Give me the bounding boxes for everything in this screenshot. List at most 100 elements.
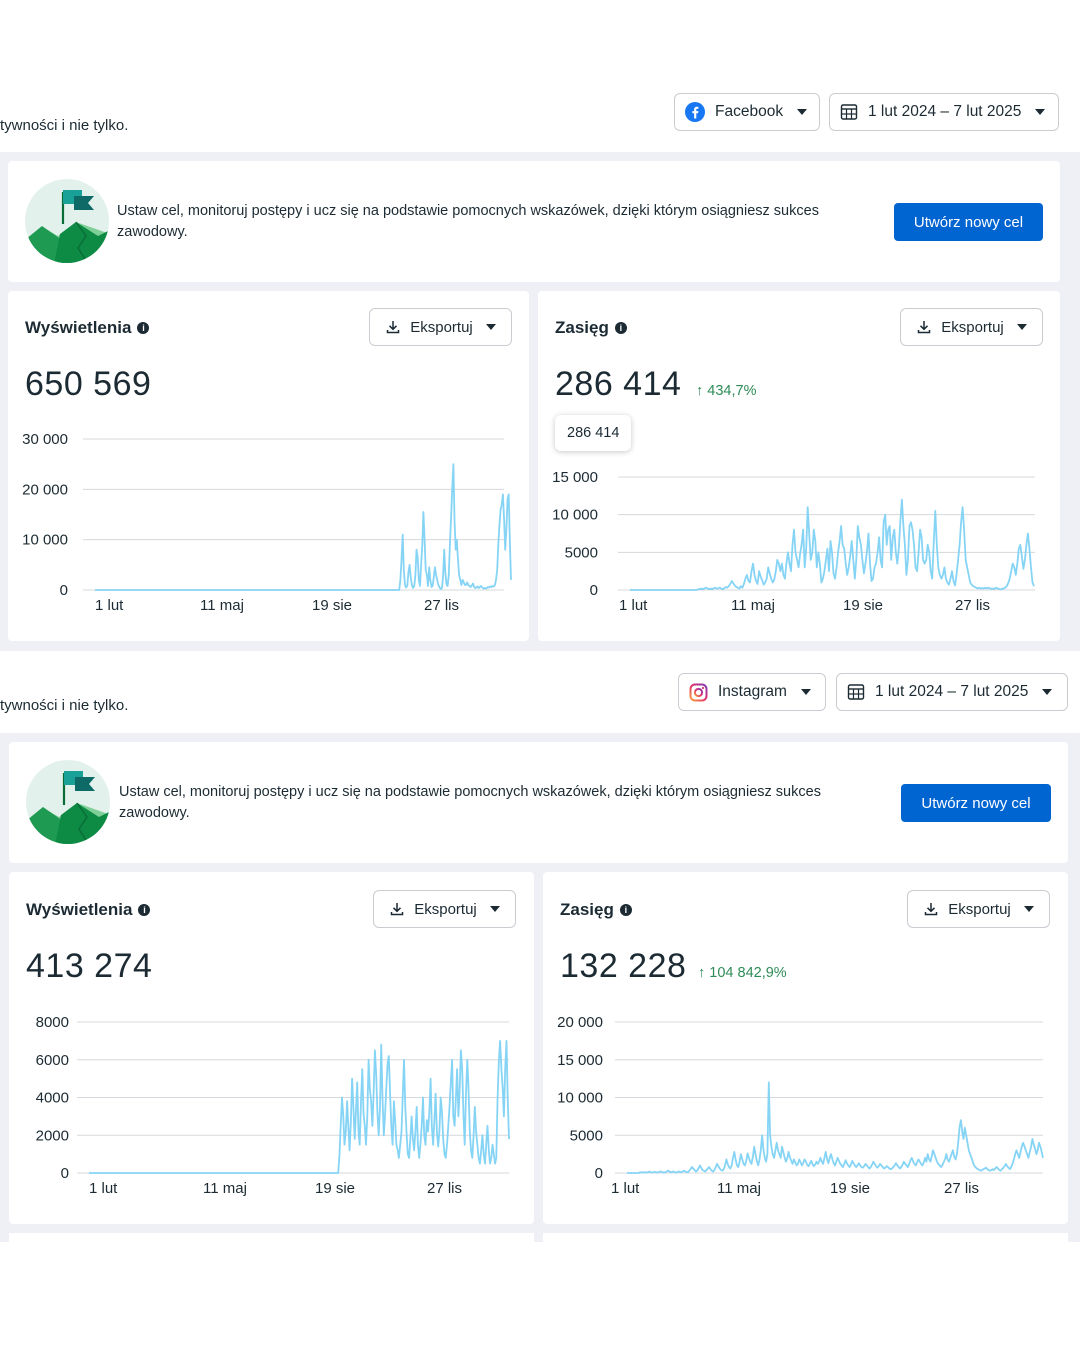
x-tick-label: 11 maj (200, 597, 244, 614)
chevron-down-icon (489, 906, 500, 912)
x-tick-label: 27 lis (424, 597, 459, 614)
calendar-icon (847, 684, 865, 700)
series-line (627, 1081, 1044, 1174)
x-tick-label: 11 maj (203, 1180, 247, 1197)
export-label: Eksportuj (410, 318, 473, 336)
download-icon (924, 903, 938, 916)
y-tick-label: 15 000 (557, 1052, 603, 1069)
export-button[interactable]: Eksportuj (373, 890, 516, 928)
metric-change: ↑ 434,7% (696, 383, 757, 399)
metric-title-label: Wyświetlenia (25, 318, 132, 337)
y-tick-label: 20 000 (557, 1014, 603, 1031)
y-tick-label: 5000 (565, 544, 598, 561)
panel-2-content: Ustaw cel, monitoruj postępy i ucz się n… (0, 733, 1080, 1243)
y-tick-label: 5000 (570, 1127, 603, 1144)
y-tick-label: 10 000 (22, 532, 68, 549)
export-label: Eksportuj (948, 900, 1011, 918)
metric-card-partial (543, 1233, 1068, 1243)
header-description: tywności i nie tylko. (0, 697, 129, 714)
export-button[interactable]: Eksportuj (369, 308, 512, 346)
y-tick-label: 0 (60, 582, 68, 599)
date-range-label: 1 lut 2024 – 7 lut 2025 (868, 103, 1022, 120)
x-tick-label: 19 sie (830, 1180, 870, 1197)
calendar-icon (840, 104, 858, 120)
y-tick-label: 15 000 (552, 469, 598, 486)
goal-flag-illustration (26, 760, 110, 844)
chevron-down-icon (1042, 689, 1053, 695)
reach-line-chart: 20 000 15 000 10 000 5000 0 1 lut 11 maj 19 sie… (557, 1014, 1044, 1197)
export-label: Eksportuj (414, 900, 477, 918)
x-tick-label: 19 sie (312, 597, 352, 614)
chart-tooltip: 286 414 (555, 415, 632, 451)
metric-title: Zasięg i (555, 318, 627, 338)
x-tick-label: 1 lut (95, 597, 124, 614)
x-tick-label: 27 lis (427, 1180, 462, 1197)
date-range-selector[interactable]: 1 lut 2024 – 7 lut 2025 (829, 93, 1059, 131)
date-range-label: 1 lut 2024 – 7 lut 2025 (875, 683, 1029, 700)
y-tick-label: 0 (61, 1165, 69, 1182)
info-icon[interactable]: i (138, 904, 151, 916)
chevron-down-icon (797, 109, 808, 115)
create-goal-button[interactable]: Utwórz nowy cel (901, 784, 1051, 822)
info-icon[interactable]: i (137, 322, 150, 334)
metric-card-reach: Zasięg i Eksportuj 132 228 ↑ 104 842,9% … (543, 872, 1068, 1224)
metric-card-partial (9, 1233, 534, 1243)
instagram-icon (689, 683, 708, 701)
metric-title-label: Wyświetlenia (26, 900, 133, 919)
goal-card: Ustaw cel, monitoruj postępy i ucz się n… (8, 161, 1060, 282)
info-icon[interactable]: i (614, 322, 627, 334)
metric-card-views: Wyświetlenia i Eksportuj 650 569 30 000 2… (8, 291, 529, 641)
panel-1-header: tywności i nie tylko. Facebook 1 lut 202… (0, 0, 1080, 152)
export-button[interactable]: Eksportuj (900, 308, 1043, 346)
y-tick-label: 10 000 (552, 507, 598, 524)
y-tick-label: 8000 (36, 1014, 69, 1031)
download-icon (386, 321, 400, 334)
platform-selector[interactable]: Facebook (674, 93, 820, 131)
y-tick-label: 30 000 (22, 431, 68, 448)
metric-title-label: Zasięg (560, 900, 614, 919)
metric-value: 413 274 (26, 947, 153, 985)
create-goal-button[interactable]: Utwórz nowy cel (894, 203, 1043, 241)
y-tick-label: 20 000 (22, 481, 68, 498)
series-line (95, 463, 512, 591)
goal-card: Ustaw cel, monitoruj postępy i ucz się n… (9, 742, 1068, 863)
x-tick-label: 1 lut (89, 1180, 118, 1197)
x-tick-label: 11 maj (731, 597, 775, 614)
y-tick-label: 0 (590, 582, 598, 599)
export-button[interactable]: Eksportuj (907, 890, 1050, 928)
y-tick-label: 6000 (36, 1052, 69, 1069)
x-tick-label: 27 lis (955, 597, 990, 614)
panel-1-content: Ustaw cel, monitoruj postępy i ucz się n… (0, 152, 1080, 651)
metric-value: 132 228 (560, 947, 687, 985)
views-line-chart: 30 000 20 000 10 000 0 1 lut 11 maj 19 sie 27 l… (22, 431, 512, 614)
metric-title-label: Zasięg (555, 318, 609, 337)
metric-value: 650 569 (25, 365, 152, 403)
metric-title: Wyświetlenia i (25, 318, 150, 338)
date-range-selector[interactable]: 1 lut 2024 – 7 lut 2025 (836, 673, 1068, 711)
platform-selector[interactable]: Instagram (678, 673, 826, 711)
download-icon (390, 903, 404, 916)
y-tick-label: 2000 (36, 1127, 69, 1144)
x-tick-label: 19 sie (315, 1180, 355, 1197)
chevron-down-icon (1035, 109, 1046, 115)
series-line (89, 1040, 510, 1174)
reach-line-chart: 15 000 10 000 5000 0 1 lut 11 maj 19 sie 27 lis (552, 469, 1035, 614)
info-icon[interactable]: i (619, 904, 632, 916)
download-icon (917, 321, 931, 334)
platform-label: Instagram (718, 683, 787, 700)
goal-description: Ustaw cel, monitoruj postępy i ucz się n… (119, 784, 821, 821)
y-tick-label: 4000 (36, 1090, 69, 1107)
chevron-down-icon (485, 324, 496, 330)
metric-card-views: Wyświetlenia i Eksportuj 413 274 8000 600… (9, 872, 534, 1224)
y-tick-label: 0 (595, 1165, 603, 1182)
y-tick-label: 10 000 (557, 1090, 603, 1107)
export-label: Eksportuj (941, 318, 1004, 336)
metric-card-reach: Zasięg i Eksportuj 286 414 ↑ 434,7% 15 0… (538, 291, 1060, 641)
x-tick-label: 1 lut (619, 597, 648, 614)
goal-flag-illustration (25, 179, 109, 263)
chevron-down-icon (1023, 906, 1034, 912)
metric-title: Zasięg i (560, 900, 632, 920)
metric-title: Wyświetlenia i (26, 900, 151, 920)
views-line-chart: 8000 6000 4000 2000 0 1 lut 11 maj 19 sie 27 lis (36, 1014, 510, 1197)
chevron-down-icon (800, 689, 811, 695)
